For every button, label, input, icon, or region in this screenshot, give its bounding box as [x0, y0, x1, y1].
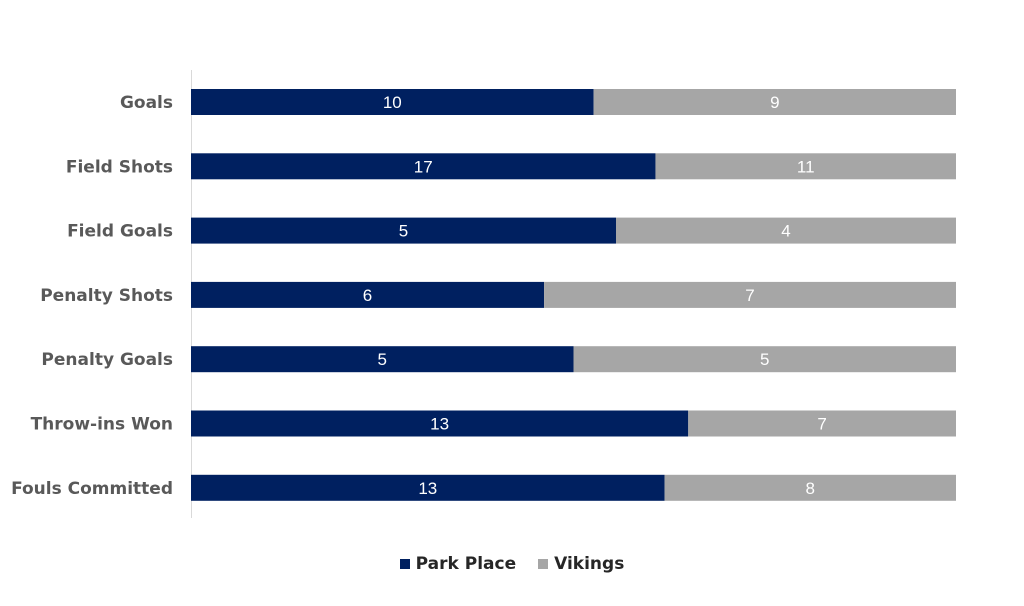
bar-vikings-penalty-goals	[573, 346, 956, 373]
bar-park-place-penalty-goals	[191, 346, 574, 373]
bar-vikings-throw-ins-won	[688, 410, 956, 437]
data-label-vikings-penalty-goals: 5	[760, 350, 769, 369]
category-label-fouls-committed: Fouls Committed	[11, 479, 173, 499]
category-label-penalty-shots: Penalty Shots	[40, 286, 173, 306]
data-label-vikings-fouls-committed: 8	[806, 479, 815, 498]
legend-swatch-park-place	[399, 559, 410, 569]
bar-vikings-goals	[593, 89, 956, 115]
category-label-field-goals: Field Goals	[67, 222, 173, 242]
data-label-park-place-penalty-goals: 5	[378, 350, 387, 369]
data-label-park-place-fouls-committed: 13	[418, 479, 437, 498]
data-label-park-place-goals: 10	[383, 93, 402, 112]
category-label-throw-ins-won: Throw-ins Won	[31, 415, 173, 435]
data-label-park-place-penalty-shots: 6	[363, 286, 372, 305]
category-label-field-shots: Field Shots	[66, 157, 173, 177]
legend-label-park-place: Park Place	[415, 554, 517, 574]
bar-park-place-penalty-shots	[191, 281, 545, 308]
category-label-penalty-goals: Penalty Goals	[41, 350, 173, 370]
data-label-park-place-throw-ins-won: 13	[430, 415, 449, 434]
bar-park-place-field-shots	[191, 153, 656, 180]
data-label-vikings-penalty-shots: 7	[745, 286, 754, 305]
data-label-park-place-field-shots: 17	[414, 157, 433, 176]
data-label-vikings-goals: 9	[770, 93, 779, 112]
data-label-park-place-field-goals: 5	[399, 222, 408, 241]
legend-label-vikings: Vikings	[554, 554, 625, 574]
bar-vikings-penalty-shots	[544, 281, 956, 308]
legend: Park Place Vikings	[0, 554, 1024, 574]
legend-swatch-vikings	[538, 559, 549, 569]
category-label-goals: Goals	[120, 93, 173, 113]
bar-vikings-field-goals	[616, 217, 956, 244]
data-label-vikings-field-goals: 4	[781, 222, 790, 241]
bar-vikings-field-shots	[655, 153, 956, 180]
data-label-vikings-field-shots: 11	[797, 157, 815, 176]
legend-item-vikings: Vikings	[538, 554, 624, 574]
bar-vikings-fouls-committed	[664, 474, 956, 501]
data-label-vikings-throw-ins-won: 7	[817, 415, 826, 434]
bar-park-place-goals	[191, 89, 594, 115]
legend-item-park-place: Park Place	[399, 554, 517, 574]
bar-park-place-throw-ins-won	[191, 410, 689, 437]
bar-park-place-fouls-committed	[191, 474, 665, 501]
bar-park-place-field-goals	[191, 217, 616, 244]
